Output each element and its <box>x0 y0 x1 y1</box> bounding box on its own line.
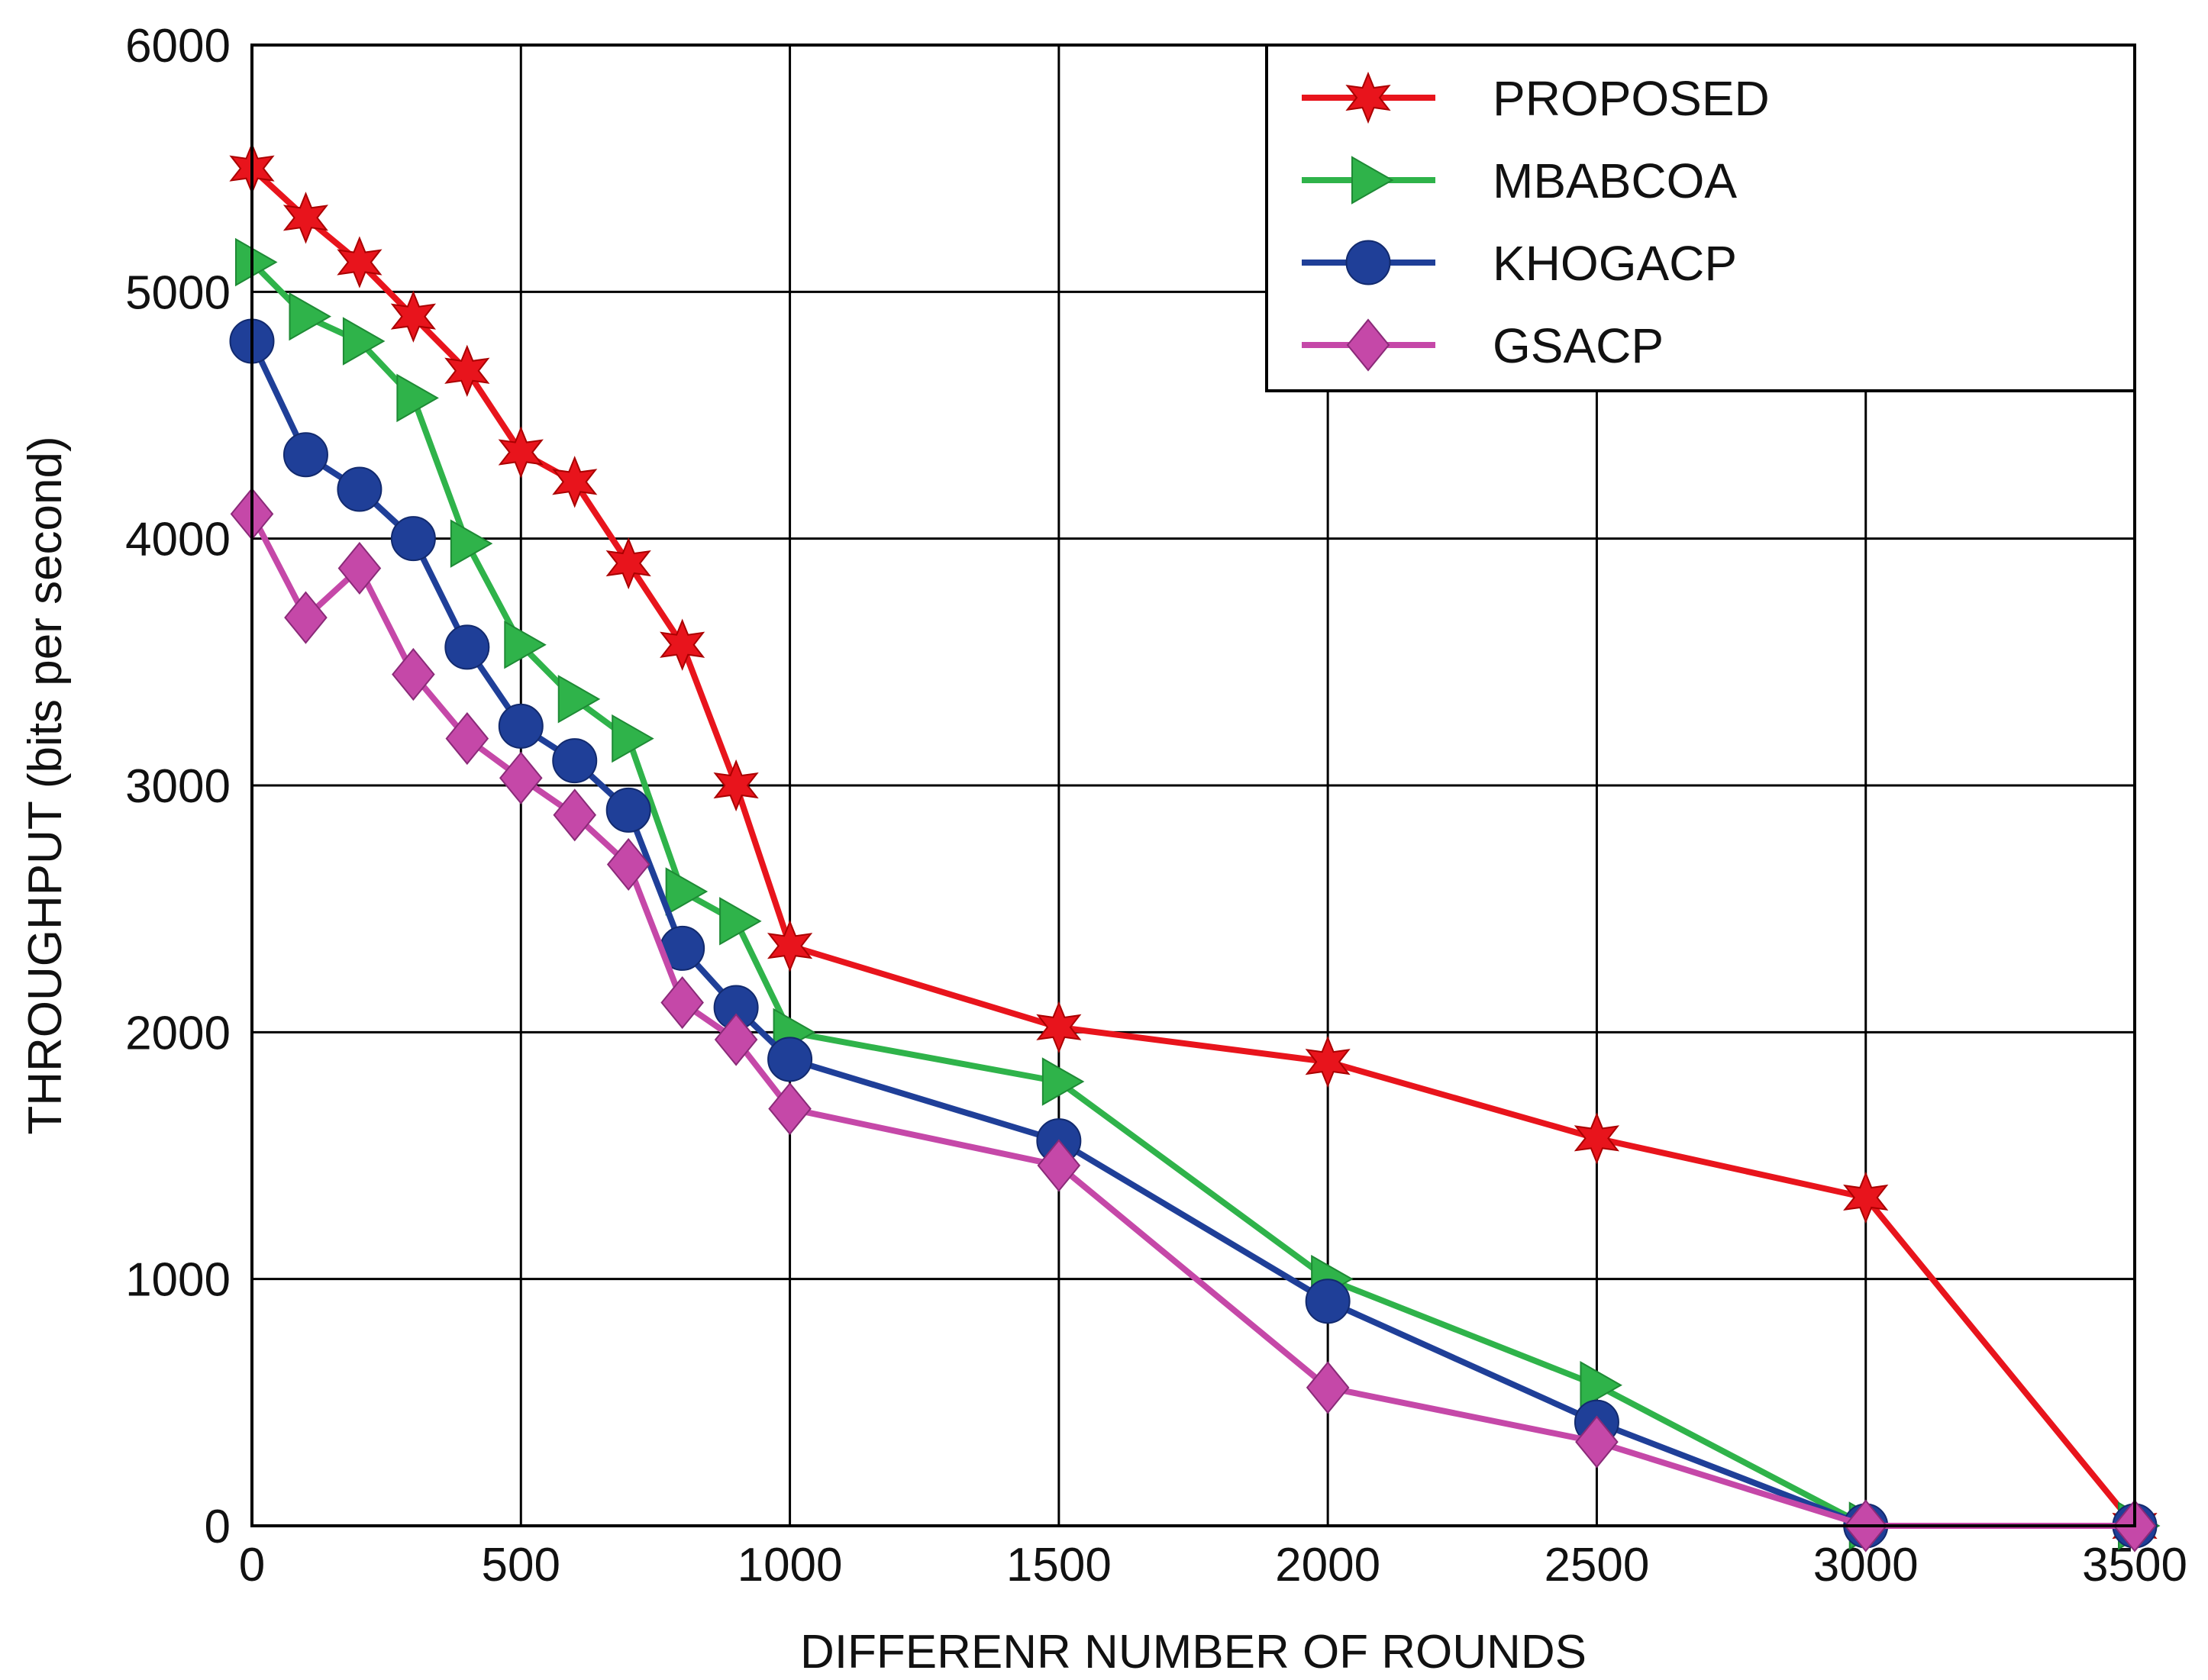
y-tick-label: 1000 <box>125 1254 231 1307</box>
series-mbabcoa <box>235 237 2161 1550</box>
x-tick-label: 2500 <box>1544 1539 1649 1591</box>
y-tick-label: 6000 <box>125 20 231 73</box>
data-point-triangle-right <box>235 237 278 287</box>
series-khogacp <box>229 318 2158 1549</box>
data-point-circle <box>605 787 651 833</box>
data-point-triangle-right <box>557 675 601 724</box>
data-point-star <box>660 618 705 671</box>
data-point-diamond <box>553 788 597 842</box>
data-point-circle <box>767 1037 813 1082</box>
data-point-star <box>767 920 813 972</box>
data-point-star <box>713 759 759 812</box>
data-point-diamond <box>714 1013 758 1066</box>
data-point-diamond <box>284 591 328 644</box>
data-point-star <box>1036 1001 1082 1054</box>
data-point-triangle-right <box>289 292 331 341</box>
data-point-diamond <box>768 1082 812 1136</box>
y-tick-label: 2000 <box>125 1007 231 1059</box>
series-line <box>249 340 2135 1529</box>
data-point-star <box>498 426 544 479</box>
data-point-triangle-right <box>504 620 547 669</box>
legend-marker-star <box>1345 71 1391 124</box>
data-point-star <box>1305 1035 1351 1088</box>
legend-item-mbabcoa: MBABCOA <box>1302 153 1737 208</box>
data-point-triangle-right <box>450 519 493 568</box>
data-point-triangle-right <box>719 897 762 946</box>
data-point-star <box>282 192 328 244</box>
y-tick-label: 3000 <box>125 760 231 813</box>
y-tick-label: 0 <box>205 1501 231 1553</box>
data-point-star <box>390 290 437 343</box>
plot-frame <box>250 44 2136 1527</box>
data-point-star <box>552 456 598 508</box>
x-tick-label: 1000 <box>738 1539 843 1591</box>
data-point-star <box>1574 1112 1620 1165</box>
x-tick-label: 1500 <box>1006 1539 1112 1591</box>
x-tick-label: 2000 <box>1275 1539 1380 1591</box>
data-point-diamond <box>606 837 650 892</box>
data-point-circle <box>282 432 328 478</box>
data-point-star <box>1843 1171 1889 1224</box>
data-point-circle <box>552 738 598 784</box>
data-point-triangle-right <box>1580 1360 1622 1410</box>
x-tick-label: 500 <box>482 1539 560 1591</box>
y-tick-label: 5000 <box>125 266 231 319</box>
data-point-circle <box>337 466 383 512</box>
x-tick-label: 0 <box>239 1539 265 1591</box>
series-line <box>249 512 2135 1529</box>
legend-item-gsacp: GSACP <box>1302 318 1664 373</box>
legend-marker-triangle-right <box>1351 156 1394 205</box>
data-point-diamond <box>337 541 382 595</box>
legend-marker-diamond <box>1346 318 1390 372</box>
data-point-diamond <box>392 647 435 701</box>
legend: PROPOSED MBABCOA KHOGACP GSACP <box>1265 44 2136 392</box>
tick-labels: 0 500 1000 1500 2000 2500 3000 3500010002000300… <box>125 20 2187 1591</box>
data-point-circle <box>1305 1279 1351 1324</box>
legend-label: KHOGACP <box>1493 236 1737 291</box>
data-point-triangle-right <box>342 317 386 366</box>
data-point-diamond <box>1037 1139 1081 1192</box>
data-point-circle <box>444 624 490 670</box>
legend-label: PROPOSED <box>1493 71 1770 126</box>
data-point-triangle-right <box>665 867 709 916</box>
y-axis-label: THROUGHPUT (bits per second) <box>19 436 72 1134</box>
series-group <box>229 142 2161 1553</box>
data-point-triangle-right <box>612 714 654 763</box>
data-point-diamond <box>1306 1361 1350 1414</box>
data-point-star <box>605 537 651 590</box>
data-point-star <box>444 344 490 397</box>
legend-label: GSACP <box>1493 318 1664 373</box>
data-point-diamond <box>1575 1415 1619 1469</box>
x-axis-label: DIFFERENR NUMBER OF ROUNDS <box>800 1626 1587 1678</box>
data-point-star <box>337 236 383 289</box>
data-point-diamond <box>445 711 489 766</box>
legend-label: MBABCOA <box>1493 153 1737 208</box>
data-point-circle <box>498 703 544 749</box>
legend-item-khogacp: KHOGACP <box>1302 236 1737 291</box>
y-tick-label: 4000 <box>125 514 231 566</box>
data-point-triangle-right <box>1041 1057 1085 1106</box>
legend-item-proposed: PROPOSED <box>1302 71 1770 126</box>
data-point-diamond <box>660 975 704 1030</box>
series-line <box>250 166 2138 1528</box>
series-line <box>250 260 2135 1529</box>
data-point-diamond <box>499 751 543 805</box>
legend-box <box>1265 44 2136 392</box>
legend-marker-circle <box>1345 240 1391 285</box>
data-point-triangle-right <box>396 373 439 423</box>
data-point-circle <box>390 516 436 562</box>
